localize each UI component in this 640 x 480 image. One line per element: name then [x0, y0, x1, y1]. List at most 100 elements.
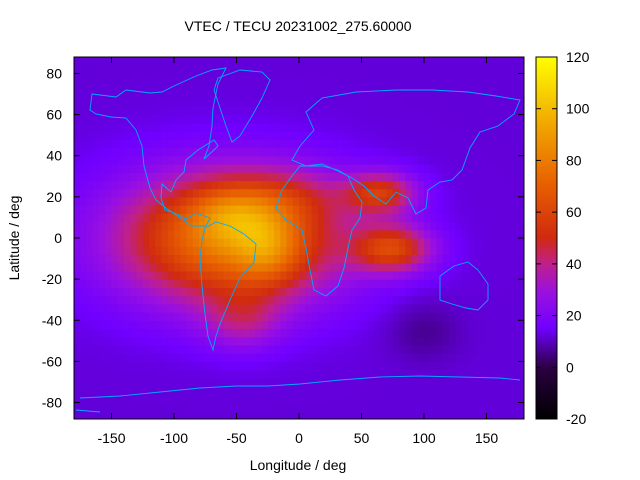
heat-cell — [299, 377, 306, 387]
heat-cell — [355, 246, 363, 256]
heat-cell — [499, 98, 506, 107]
heat-cell — [230, 394, 238, 404]
heat-cell — [142, 122, 150, 132]
heat-cell — [480, 254, 488, 264]
heat-cell — [442, 386, 450, 395]
heat-cell — [167, 180, 175, 190]
heat-cell — [480, 377, 488, 387]
heat-cell — [392, 303, 400, 313]
heat-cell — [105, 320, 113, 330]
heat-cell — [455, 65, 463, 75]
heat-cell — [355, 131, 363, 140]
heat-cell — [261, 114, 269, 124]
heat-cell — [292, 196, 300, 206]
heat-cell — [261, 246, 269, 256]
heat-cell — [292, 188, 300, 198]
heat-cell — [417, 196, 425, 206]
heat-cell — [267, 147, 275, 157]
heat-cell — [486, 172, 494, 182]
heat-cell — [174, 221, 181, 231]
heat-cell — [142, 353, 150, 363]
heat-cell — [511, 131, 519, 140]
heat-cell — [486, 139, 494, 149]
heat-cell — [474, 246, 481, 256]
heat-cell — [80, 139, 88, 149]
heat-cell — [511, 402, 519, 412]
heat-cell — [386, 328, 394, 338]
heat-cell — [192, 163, 200, 173]
heat-cell — [392, 270, 400, 280]
heat-cell — [436, 57, 444, 66]
heat-cell — [299, 122, 306, 132]
heat-cell — [467, 295, 475, 305]
heat-cell — [205, 328, 213, 338]
heat-cell — [105, 336, 113, 346]
heat-cell — [192, 287, 200, 297]
heat-cell — [167, 246, 175, 256]
heat-cell — [74, 81, 81, 91]
heat-cell — [417, 180, 425, 190]
heat-cell — [317, 98, 325, 107]
heat-cell — [474, 238, 481, 247]
heat-cell — [205, 172, 213, 182]
heat-cell — [111, 361, 119, 371]
heat-cell — [249, 394, 256, 404]
heat-cell — [355, 377, 363, 387]
heat-cell — [505, 312, 513, 321]
heat-cell — [174, 65, 181, 75]
heat-cell — [311, 221, 319, 231]
heat-cell — [192, 89, 200, 99]
heat-cell — [392, 205, 400, 214]
heat-cell — [292, 270, 300, 280]
heat-cell — [86, 106, 94, 116]
heat-cell — [280, 303, 288, 313]
heat-cell — [374, 98, 381, 107]
heat-cell — [224, 188, 231, 198]
heat-cell — [499, 73, 506, 83]
heat-cell — [117, 229, 125, 239]
heat-cell — [305, 163, 313, 173]
heat-cell — [267, 336, 275, 346]
heat-cell — [317, 57, 325, 66]
heat-cell — [180, 410, 188, 419]
heat-cell — [174, 205, 181, 214]
heat-cell — [405, 270, 413, 280]
heat-cell — [136, 295, 144, 305]
heat-cell — [330, 386, 338, 395]
heat-cell — [161, 361, 169, 371]
heat-cell — [492, 344, 500, 354]
heat-cell — [305, 295, 313, 305]
heat-cell — [442, 262, 450, 272]
heat-cell — [424, 81, 431, 91]
heat-cell — [455, 106, 463, 116]
heat-cell — [461, 229, 469, 239]
heat-cell — [417, 221, 425, 231]
heat-cell — [249, 246, 256, 256]
heat-cell — [211, 172, 219, 182]
heat-cell — [192, 139, 200, 149]
heat-cell — [436, 221, 444, 231]
heat-cell — [374, 65, 381, 75]
heat-cell — [517, 287, 524, 297]
heat-cell — [424, 180, 431, 190]
heat-cell — [136, 279, 144, 288]
heat-cell — [236, 188, 244, 198]
heat-cell — [280, 147, 288, 157]
heat-cell — [99, 172, 106, 182]
heat-cell — [236, 312, 244, 321]
heat-cell — [136, 238, 144, 247]
heat-cell — [124, 394, 131, 404]
heat-cell — [105, 386, 113, 395]
heat-cell — [311, 106, 319, 116]
heat-cell — [249, 303, 256, 313]
heat-cell — [255, 254, 263, 264]
heat-cell — [511, 246, 519, 256]
heat-cell — [192, 73, 200, 83]
heat-cell — [330, 65, 338, 75]
heat-cell — [342, 172, 350, 182]
heat-cell — [342, 89, 350, 99]
heat-cell — [467, 147, 475, 157]
heat-cell — [455, 188, 463, 198]
heat-cell — [155, 114, 163, 124]
heat-cell — [217, 410, 225, 419]
